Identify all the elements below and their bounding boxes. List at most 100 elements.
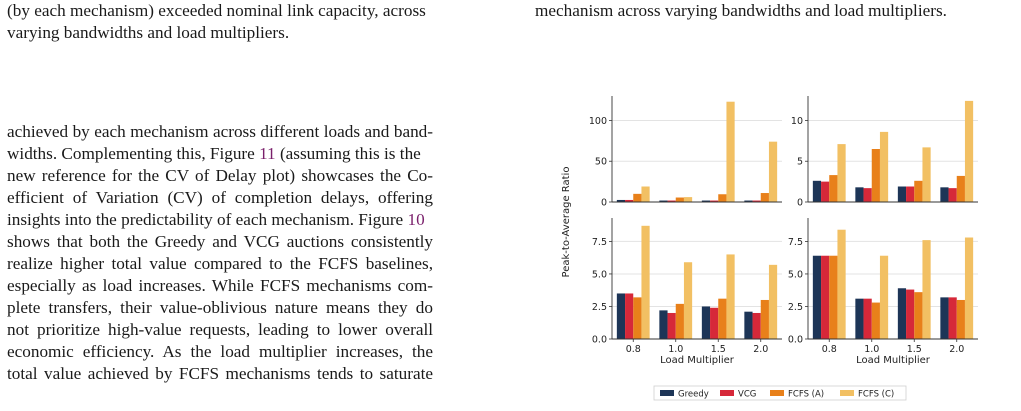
x-tick-label: 1.0 — [668, 344, 683, 355]
paragraph-text: (assuming this is the — [275, 144, 421, 163]
bar-greedy — [940, 297, 949, 339]
bar-vcg — [863, 298, 872, 339]
bar-vcg — [906, 186, 915, 202]
bar-greedy — [744, 200, 753, 202]
paragraph-line: realize higher total value compared to t… — [7, 254, 433, 273]
x-tick-label: 0.8 — [626, 344, 641, 355]
bar-greedy — [701, 200, 711, 202]
bar-vcg — [752, 312, 761, 339]
x-axis-label: Load Multiplier — [856, 355, 931, 366]
bar-fcfs-a — [718, 298, 727, 339]
y-tick-label: 7.5 — [592, 237, 607, 248]
bar-fcfs-a — [633, 193, 642, 202]
bar-greedy — [616, 199, 626, 202]
bar-fcfs-a — [829, 175, 838, 202]
bar-fcfs-c — [837, 229, 846, 339]
bar-fcfs-c — [879, 131, 889, 202]
bar-vcg — [710, 200, 719, 202]
bar-fcfs-c — [964, 100, 974, 202]
legend-label: FCFS (A) — [788, 390, 824, 400]
left-caption-line-1: (by each mechanism) exceeded nominal lin… — [7, 1, 426, 20]
bar-fcfs-a — [760, 299, 769, 339]
bar-fcfs-a — [760, 193, 769, 202]
right-caption-line-1: mechanism across varying bandwidths and … — [535, 1, 947, 20]
y-tick-label: 5.0 — [592, 269, 607, 280]
bar-fcfs-c — [768, 264, 778, 339]
legend-swatch — [840, 390, 854, 396]
y-tick-label: 10 — [791, 116, 803, 127]
y-tick-label: 0.0 — [592, 335, 607, 346]
bar-vcg — [863, 188, 872, 202]
paragraph-line: achieved by each mechanism across differ… — [7, 122, 433, 141]
bar-fcfs-a — [914, 180, 923, 202]
paragraph-line: new reference for the CV of Delay plot) … — [7, 166, 433, 185]
y-axis-label: Peak-to-Average Ratio — [561, 167, 572, 278]
bar-fcfs-a — [718, 194, 727, 202]
bar-fcfs-c — [641, 225, 650, 339]
bar-fcfs-a — [675, 197, 684, 202]
y-tick-label: 5 — [797, 157, 803, 168]
bar-vcg — [948, 188, 957, 202]
bar-greedy — [855, 298, 864, 339]
bar-greedy — [812, 255, 822, 339]
bar-vcg — [906, 289, 915, 339]
paragraph-line: widths. Complementing this, Figure 11 (a… — [7, 143, 421, 165]
x-tick-label: 2.0 — [949, 344, 964, 355]
legend-swatch — [660, 390, 674, 396]
bar-fcfs-c — [726, 254, 735, 339]
x-tick-label: 2.0 — [753, 344, 768, 355]
x-tick-label: 1.5 — [711, 344, 726, 355]
bar-fcfs-c — [683, 197, 693, 202]
bar-greedy — [701, 306, 711, 339]
bar-fcfs-c — [726, 101, 735, 202]
bar-fcfs-a — [829, 255, 838, 339]
bar-greedy — [812, 180, 822, 202]
x-tick-label: 0.8 — [822, 344, 837, 355]
bar-fcfs-c — [683, 262, 693, 339]
x-tick-label: 1.5 — [907, 344, 922, 355]
bar-fcfs-c — [768, 141, 778, 202]
bar-vcg — [752, 200, 761, 202]
paragraph-text: widths. Complementing this, Figure — [7, 144, 260, 163]
bar-fcfs-c — [879, 255, 889, 339]
left-caption-line-2: varying bandwidths and load multipliers. — [7, 23, 290, 42]
bar-fcfs-a — [956, 175, 965, 202]
bar-fcfs-a — [914, 292, 923, 339]
x-axis-label: Load Multiplier — [660, 355, 735, 366]
bar-fcfs-c — [964, 237, 974, 339]
bar-fcfs-a — [871, 149, 880, 202]
bar-greedy — [659, 200, 668, 202]
y-tick-label: 2.5 — [592, 302, 607, 313]
bar-vcg — [667, 312, 676, 339]
y-tick-label: 5.0 — [788, 269, 803, 280]
legend-label: Greedy — [678, 390, 709, 400]
bar-greedy — [855, 187, 864, 202]
y-tick-label: 2.5 — [788, 302, 803, 313]
bar-fcfs-a — [871, 302, 880, 339]
y-tick-label: 0 — [601, 198, 607, 209]
bar-greedy — [897, 186, 907, 202]
bar-greedy — [659, 310, 668, 339]
bar-vcg — [948, 297, 957, 339]
legend-swatch — [720, 390, 734, 396]
bar-fcfs-c — [922, 147, 931, 202]
paragraph-line: economic efficiency. As the load multipl… — [7, 342, 433, 361]
legend-label: FCFS (C) — [858, 390, 894, 400]
bar-greedy — [744, 311, 753, 339]
bar-fcfs-a — [956, 299, 965, 339]
x-tick-label: 1.0 — [864, 344, 879, 355]
paragraph-line: plete transfers, their value-oblivious n… — [7, 298, 433, 317]
figure-11-link[interactable]: 11 — [259, 144, 276, 163]
bar-greedy — [897, 288, 907, 339]
y-tick-label: 50 — [595, 157, 607, 168]
y-tick-label: 0 — [797, 198, 803, 209]
bar-vcg — [710, 307, 719, 339]
bar-vcg — [667, 200, 676, 202]
figure-10-link[interactable]: 10 — [407, 210, 425, 229]
paragraph-line: not prioritize high-value requests, lead… — [7, 320, 433, 339]
y-tick-label: 0.0 — [788, 335, 803, 346]
bar-fcfs-c — [641, 186, 650, 202]
bar-vcg — [625, 199, 634, 202]
legend-swatch — [770, 390, 784, 396]
